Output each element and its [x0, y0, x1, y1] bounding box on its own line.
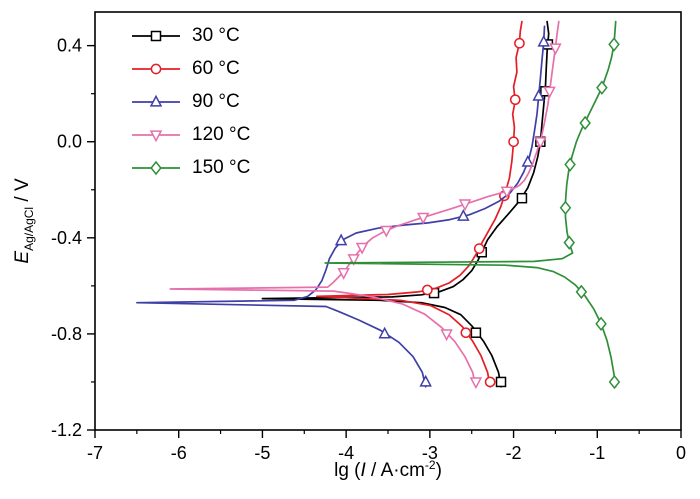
- x-tick-label: -2: [506, 443, 522, 463]
- series-marker-4: [559, 200, 572, 215]
- legend-glyph-1: [150, 63, 162, 74]
- y-tick-label: 0.0: [57, 132, 82, 152]
- series-marker-3: [543, 86, 556, 99]
- series-marker-0: [470, 327, 482, 338]
- series-marker-2: [378, 326, 391, 339]
- x-tick-label: -5: [254, 443, 270, 463]
- series-marker-3: [380, 225, 393, 238]
- legend-glyph-0: [150, 30, 162, 41]
- x-tick-label: -4: [338, 443, 354, 463]
- series-marker-3: [440, 329, 453, 342]
- series-marker-3: [469, 377, 483, 390]
- series-marker-3: [500, 186, 514, 199]
- legend-label-1: 60 °C: [192, 57, 240, 79]
- y-axis-label: EAg/AgCl / V: [12, 178, 36, 263]
- legend-item-1: 60 °C: [130, 55, 250, 82]
- y-axis-subscript: Ag/AgCl: [21, 206, 36, 251]
- x-tick-label: -3: [422, 443, 438, 463]
- legend-glyph-4: [150, 160, 162, 175]
- series-marker-4: [608, 374, 621, 390]
- series-marker-3: [416, 212, 430, 225]
- series-marker-2: [521, 154, 535, 167]
- series-line-3: [169, 20, 560, 388]
- series-marker-2: [457, 208, 470, 221]
- legend-marker-4: [132, 160, 180, 175]
- series-marker-3: [347, 254, 360, 266]
- legend-marker-3: [132, 129, 180, 142]
- legend-glyph-2: [149, 94, 163, 107]
- legend-label-4: 150 °C: [192, 156, 251, 178]
- series-group: [136, 20, 621, 390]
- series-line-0: [261, 20, 550, 388]
- legend-item-0: 30 °C: [130, 22, 250, 49]
- plot-frame: [94, 11, 682, 431]
- series-marker-2: [334, 233, 348, 246]
- x-tick-label: 0: [676, 443, 686, 463]
- series-marker-1: [508, 136, 519, 148]
- legend: 30 °C 60 °C 90 °C 120 °C 150 °C: [130, 22, 250, 187]
- series-marker-1: [484, 376, 496, 388]
- legend-label-2: 90 °C: [192, 90, 240, 112]
- x-tick-label: -1: [589, 443, 605, 463]
- series-marker-0: [516, 192, 528, 204]
- legend-item-4: 150 °C: [130, 154, 250, 181]
- legend-label-3: 120 °C: [192, 123, 251, 145]
- legend-label-0: 30 °C: [192, 24, 240, 46]
- series-line-2: [136, 25, 546, 388]
- series-marker-1: [514, 37, 525, 49]
- x-tick-label: -6: [171, 443, 187, 463]
- series-marker-1: [509, 94, 521, 106]
- series-marker-4: [596, 80, 608, 95]
- legend-marker-2: [132, 94, 180, 107]
- series-marker-1: [460, 327, 472, 339]
- y-tick-label: 0.4: [57, 36, 82, 56]
- y-tick-label: -0.8: [51, 324, 82, 344]
- series-marker-4: [608, 37, 620, 52]
- series-marker-4: [595, 316, 607, 332]
- y-axis-symbol: E: [12, 250, 34, 264]
- series-marker-4: [563, 235, 576, 250]
- series-marker-4: [575, 284, 588, 300]
- series-marker-2: [537, 34, 550, 47]
- x-axis-label: lg (I / A·cm-2): [334, 458, 442, 482]
- y-axis-units: / V: [12, 178, 34, 207]
- y-tick-label: -1.2: [51, 420, 82, 440]
- legend-marker-0: [132, 30, 180, 41]
- legend-glyph-3: [149, 129, 163, 142]
- x-axis-symbol: I: [360, 460, 366, 482]
- series-marker-4: [579, 115, 591, 131]
- series-marker-2: [532, 88, 545, 101]
- x-axis-superscript: -2: [424, 457, 436, 472]
- legend-item-3: 120 °C: [130, 121, 250, 148]
- series-marker-1: [421, 284, 433, 296]
- y-tick-label: -0.4: [51, 228, 82, 248]
- x-axis-prefix: lg (: [334, 460, 361, 482]
- series-marker-3: [337, 267, 350, 280]
- x-axis-mid: / A·cm: [365, 460, 425, 482]
- series-marker-3: [355, 242, 369, 255]
- series-marker-3: [549, 43, 562, 56]
- series-marker-1: [473, 243, 485, 254]
- legend-item-2: 90 °C: [130, 88, 250, 115]
- series-marker-4: [564, 157, 576, 172]
- series-marker-3: [534, 137, 547, 149]
- x-tick-label: -7: [87, 443, 103, 463]
- series-marker-3: [458, 199, 472, 212]
- series-marker-0: [495, 376, 507, 388]
- series-line-1: [315, 20, 523, 388]
- legend-marker-1: [132, 63, 180, 74]
- series-marker-2: [419, 374, 432, 387]
- x-axis-suffix: ): [435, 460, 442, 482]
